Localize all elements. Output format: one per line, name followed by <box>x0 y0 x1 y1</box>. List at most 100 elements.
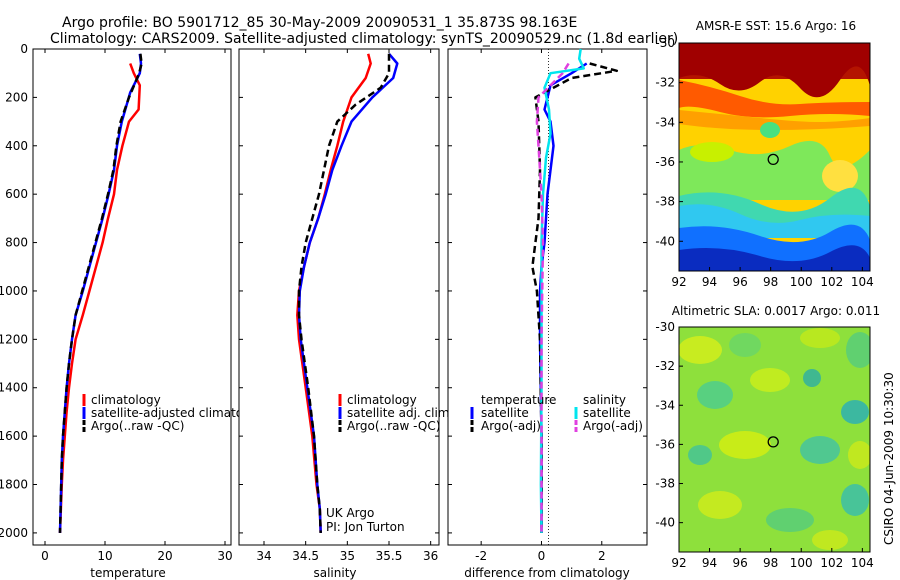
y-tick-label: 0 <box>20 42 28 56</box>
map-x-tick-label: 92 <box>671 275 686 289</box>
map-x-tick-label: 92 <box>671 556 686 570</box>
sla-map-xticks: 92 94 96 98 100 102 104 <box>671 548 874 570</box>
y-tick-label: 1000 <box>0 284 28 298</box>
series-line-climatology <box>58 63 142 533</box>
x-tick-label: 35.5 <box>376 549 403 563</box>
sst-map-title: AMSR-E SST: 15.6 Argo: 16 <box>696 19 856 33</box>
x-tick-label: 20 <box>157 549 172 563</box>
map-x-tick-label: 98 <box>763 275 778 289</box>
legend-label-argo: Argo(..raw -QC) <box>347 419 440 433</box>
temperature-axes-box <box>32 48 232 546</box>
map-x-tick-label: 100 <box>790 556 813 570</box>
temperature-xlabel: temperature <box>90 566 165 580</box>
y-tick-label: 2000 <box>0 526 28 540</box>
map-y-tick-label: -30 <box>655 36 675 50</box>
sla-map-panel: Altimetric SLA: 0.0017 Argo: 0.011 -30-3… <box>655 304 880 570</box>
x-tick-label: 35 <box>340 549 355 563</box>
temperature-xticks: 0 10 20 30 <box>41 49 233 563</box>
sla-argo-marker <box>767 436 779 448</box>
difference-axes-box <box>447 48 648 546</box>
program-label: UK Argo <box>326 506 374 520</box>
x-tick-label: 30 <box>217 549 232 563</box>
series-line-argo-raw-qc <box>58 53 143 533</box>
temperature-lines <box>58 53 143 533</box>
y-tick-label: 400 <box>5 139 28 153</box>
map-x-tick-label: 96 <box>732 275 747 289</box>
y-tick-label: 1600 <box>0 429 28 443</box>
sst-map-xticks: 92 94 96 98 100 102 104 <box>671 267 874 289</box>
legend-label-sal-argo: Argo(-adj) <box>583 419 643 433</box>
difference-lines <box>531 48 619 533</box>
legend-label-temp-satellite: satellite <box>481 406 529 420</box>
difference-legend: temperature satellite Argo(-adj) salinit… <box>470 393 643 433</box>
y-tick-label: 800 <box>5 236 28 250</box>
difference-panel: -2 0 2 difference from climatology tempera… <box>447 48 648 580</box>
timestamp-label: CSIRO 04-Jun-2009 10:30:30 <box>882 372 896 545</box>
map-y-tick-label: -36 <box>655 155 675 169</box>
map-y-tick-label: -40 <box>655 516 675 530</box>
map-y-tick-label: -32 <box>655 359 675 373</box>
x-tick-label: 34.5 <box>292 549 319 563</box>
series-line-argo-raw-qc <box>297 53 391 533</box>
series-line-salinity-argo-adj <box>535 62 570 533</box>
legend-label-temp-argo: Argo(-adj) <box>481 419 541 433</box>
temperature-yticks: 0 200 400 600 800 1000 1200 1400 1600 1800 2000 <box>0 42 37 540</box>
map-y-tick-label: -34 <box>655 115 675 129</box>
salinity-legend: climatology satellite adj. clim. Argo(..… <box>338 393 453 433</box>
legend-group-salinity: salinity <box>583 393 626 407</box>
x-tick-label: 2 <box>598 549 606 563</box>
map-x-tick-label: 100 <box>790 275 813 289</box>
sst-argo-marker <box>767 153 779 166</box>
sst-map-image <box>679 43 870 271</box>
legend-label-climatology: climatology <box>347 393 417 407</box>
salinity-axes-box <box>238 48 440 546</box>
sla-map-title: Altimetric SLA: 0.0017 Argo: 0.011 <box>672 304 880 318</box>
header-line2: Climatology: CARS2009. Satellite-adjuste… <box>50 31 678 47</box>
x-tick-label: 34 <box>256 549 271 563</box>
map-y-tick-label: -38 <box>655 477 675 491</box>
map-x-tick-label: 104 <box>851 556 874 570</box>
y-tick-label: 200 <box>5 90 28 104</box>
sla-map-image <box>679 327 870 552</box>
temperature-legend: climatology satellite-adjusted climatolo… <box>82 393 269 433</box>
sst-map-panel: AMSR-E SST: 15.6 Argo: 16 -30-32-34-36-3… <box>655 19 873 289</box>
legend-group-temperature: temperature <box>481 393 556 407</box>
legend-label-sal-satellite: satellite <box>583 406 631 420</box>
sla-map-frame <box>678 326 871 553</box>
pi-label: PI: Jon Turton <box>326 520 405 534</box>
map-y-tick-label: -30 <box>655 320 675 334</box>
sla-map-yticks: -30 -32 -34 -36 -38 -40 <box>655 320 683 530</box>
x-tick-label: 10 <box>97 549 112 563</box>
map-y-tick-label: -40 <box>655 234 675 248</box>
legend-label-satellite: satellite-adjusted climatology <box>91 406 269 420</box>
map-x-tick-label: 96 <box>732 556 747 570</box>
y-tick-label: 1200 <box>0 332 28 346</box>
y-tick-label: 1800 <box>0 478 28 492</box>
x-tick-label: 0 <box>538 549 546 563</box>
legend-label-satellite: satellite adj. clim. <box>347 406 453 420</box>
legend-label-climatology: climatology <box>91 393 161 407</box>
sst-map-yticks: -30 -32 -34 -36 -38 -40 <box>655 36 683 248</box>
y-tick-label: 600 <box>5 187 28 201</box>
map-y-tick-label: -36 <box>655 437 675 451</box>
legend-label-argo: Argo(..raw -QC) <box>91 419 184 433</box>
map-y-tick-label: -34 <box>655 398 675 412</box>
map-y-tick-label: -38 <box>655 195 675 209</box>
map-x-tick-label: 94 <box>702 275 717 289</box>
x-tick-label: -2 <box>475 549 487 563</box>
x-tick-label: 0 <box>41 549 49 563</box>
x-tick-label: 36 <box>423 549 438 563</box>
map-x-tick-label: 98 <box>763 556 778 570</box>
map-y-tick-label: -32 <box>655 76 675 90</box>
map-x-tick-label: 102 <box>820 275 843 289</box>
difference-xticks: -2 0 2 <box>475 49 606 563</box>
map-x-tick-label: 104 <box>851 275 874 289</box>
y-tick-label: 1400 <box>0 381 28 395</box>
salinity-panel: 34 34.5 35 35.5 36 salinity climatology sate… <box>238 48 453 580</box>
sst-map-frame <box>678 42 871 272</box>
salinity-xticks: 34 34.5 35 35.5 36 <box>256 49 438 563</box>
salinity-lines <box>296 52 399 533</box>
map-x-tick-label: 94 <box>702 556 717 570</box>
series-line-temperature-argo-adj <box>531 62 619 533</box>
